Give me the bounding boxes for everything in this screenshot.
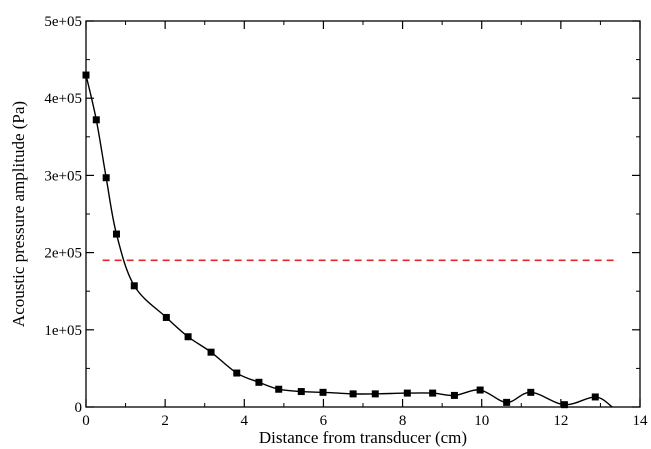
x-tick-label: 12 — [553, 413, 568, 429]
plot-series — [82, 71, 615, 409]
data-point-marker — [255, 378, 263, 386]
data-point-marker — [429, 389, 437, 397]
data-point-marker — [275, 385, 283, 393]
data-point-marker — [371, 390, 379, 398]
x-tick-label: 4 — [241, 413, 249, 429]
data-point-marker — [319, 388, 327, 396]
y-tick-label: 1e+05 — [44, 323, 82, 339]
data-point-marker — [403, 389, 411, 397]
data-point-marker — [560, 401, 568, 409]
data-point-marker — [207, 348, 215, 356]
plot-frame — [85, 20, 641, 408]
y-tick-label: 5e+05 — [44, 14, 82, 30]
data-point-marker — [92, 116, 100, 124]
data-point-marker — [297, 388, 305, 396]
y-tick-label: 0 — [75, 400, 83, 416]
axis-ticks — [85, 20, 641, 408]
data-point-marker — [184, 333, 192, 341]
data-point-marker — [591, 393, 599, 401]
data-point-marker — [162, 313, 170, 321]
data-point-marker — [130, 282, 138, 290]
y-tick-label: 3e+05 — [44, 168, 82, 184]
x-tick-label: 6 — [320, 413, 328, 429]
y-tick-label: 4e+05 — [44, 91, 82, 107]
data-point-marker — [476, 386, 484, 394]
x-tick-label: 2 — [161, 413, 169, 429]
pressure-curve — [85, 74, 613, 408]
data-point-marker — [102, 174, 110, 182]
x-tick-label: 14 — [633, 413, 649, 429]
data-point-marker — [112, 230, 120, 238]
axis-tick-labels: 0 2 4 6 8 10 12 14 0 1e+05 2e+05 3e+05 4e+05 5e+05 — [44, 14, 648, 429]
x-tick-label: 8 — [399, 413, 407, 429]
y-tick-label: 2e+05 — [44, 246, 82, 262]
y-axis-title: Acoustic pressure amplitude (Pa) — [9, 101, 28, 327]
data-point-marker — [503, 398, 511, 406]
data-point-marker — [450, 391, 458, 399]
x-axis-title: Distance from transducer (cm) — [259, 428, 467, 447]
x-tick-label: 0 — [82, 413, 90, 429]
x-tick-label: 10 — [474, 413, 489, 429]
data-point-marker — [349, 390, 357, 398]
data-point-marker — [233, 369, 241, 377]
data-point-marker — [527, 388, 535, 396]
